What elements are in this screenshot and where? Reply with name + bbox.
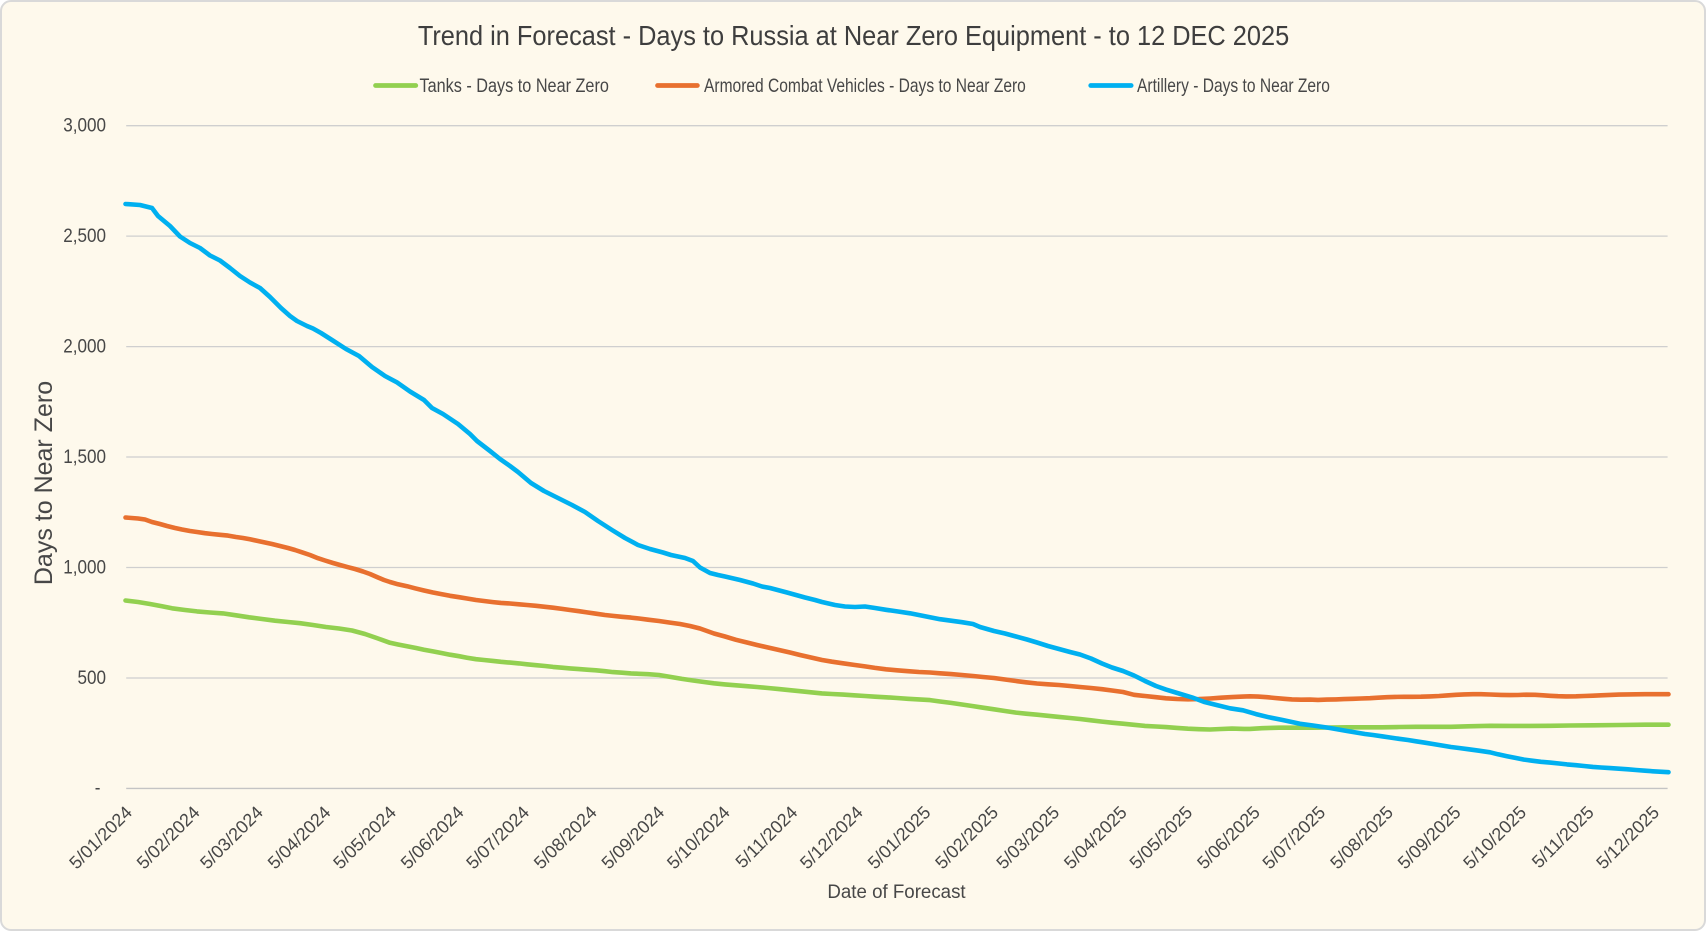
svg-text:2,000: 2,000 bbox=[63, 336, 106, 357]
svg-text:Trend in Forecast - Days to Ru: Trend in Forecast - Days to Russia at Ne… bbox=[418, 20, 1289, 51]
svg-text:-: - bbox=[95, 777, 101, 798]
svg-text:Armored Combat Vehicles - Days: Armored Combat Vehicles - Days to Near Z… bbox=[704, 75, 1026, 97]
svg-text:1,500: 1,500 bbox=[63, 446, 106, 467]
svg-text:3,000: 3,000 bbox=[63, 115, 106, 136]
svg-text:1,000: 1,000 bbox=[63, 556, 106, 577]
svg-text:Tanks - Days to Near Zero: Tanks - Days to Near Zero bbox=[420, 75, 610, 96]
svg-text:Date of Forecast: Date of Forecast bbox=[827, 881, 966, 902]
svg-text:2,500: 2,500 bbox=[63, 225, 106, 246]
svg-text:500: 500 bbox=[77, 667, 106, 688]
svg-text:Artillery - Days to Near Zero: Artillery - Days to Near Zero bbox=[1137, 75, 1330, 97]
svg-text:Days to Near Zero: Days to Near Zero bbox=[30, 381, 58, 585]
